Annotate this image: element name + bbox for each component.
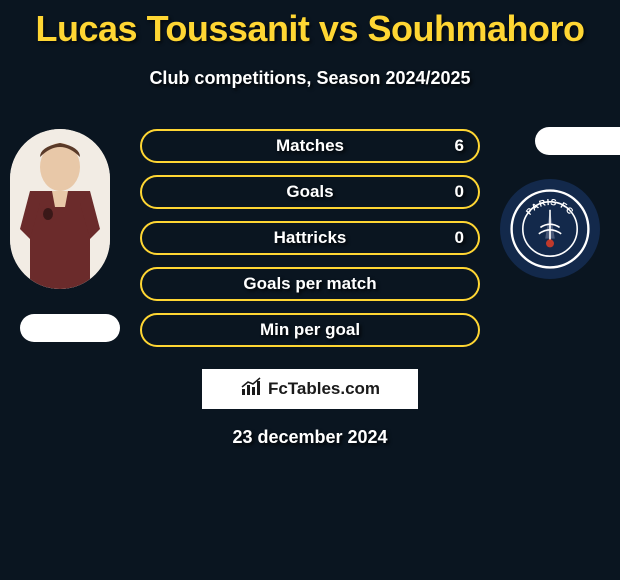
stat-row: Goals 0	[140, 175, 480, 209]
stat-row: Min per goal	[140, 313, 480, 347]
stat-label: Matches	[276, 136, 344, 156]
page-title: Lucas Toussanit vs Souhmahoro	[0, 0, 620, 50]
stat-label: Goals per match	[243, 274, 376, 294]
stat-label: Min per goal	[260, 320, 360, 340]
stat-row: Hattricks 0	[140, 221, 480, 255]
stats-table: Matches 6 Goals 0 Hattricks 0 Goals per …	[140, 129, 480, 359]
brand-box: FcTables.com	[202, 369, 418, 409]
stat-label: Hattricks	[274, 228, 347, 248]
stat-row: Goals per match	[140, 267, 480, 301]
stat-value-right: 6	[455, 136, 464, 156]
player-right-flag	[535, 127, 620, 155]
stat-label: Goals	[286, 182, 333, 202]
stat-row: Matches 6	[140, 129, 480, 163]
stat-value-right: 0	[455, 228, 464, 248]
brand-text: FcTables.com	[268, 379, 380, 399]
player-left-avatar	[10, 129, 110, 289]
comparison-area: PARIS FC Matches 6 Goals 0 Hattricks 0 G…	[0, 129, 620, 359]
chart-icon	[240, 377, 264, 402]
stat-value-right: 0	[455, 182, 464, 202]
date-text: 23 december 2024	[0, 427, 620, 448]
player-left-flag	[20, 314, 120, 342]
subtitle: Club competitions, Season 2024/2025	[0, 68, 620, 89]
player-right-club-badge: PARIS FC	[500, 179, 600, 279]
